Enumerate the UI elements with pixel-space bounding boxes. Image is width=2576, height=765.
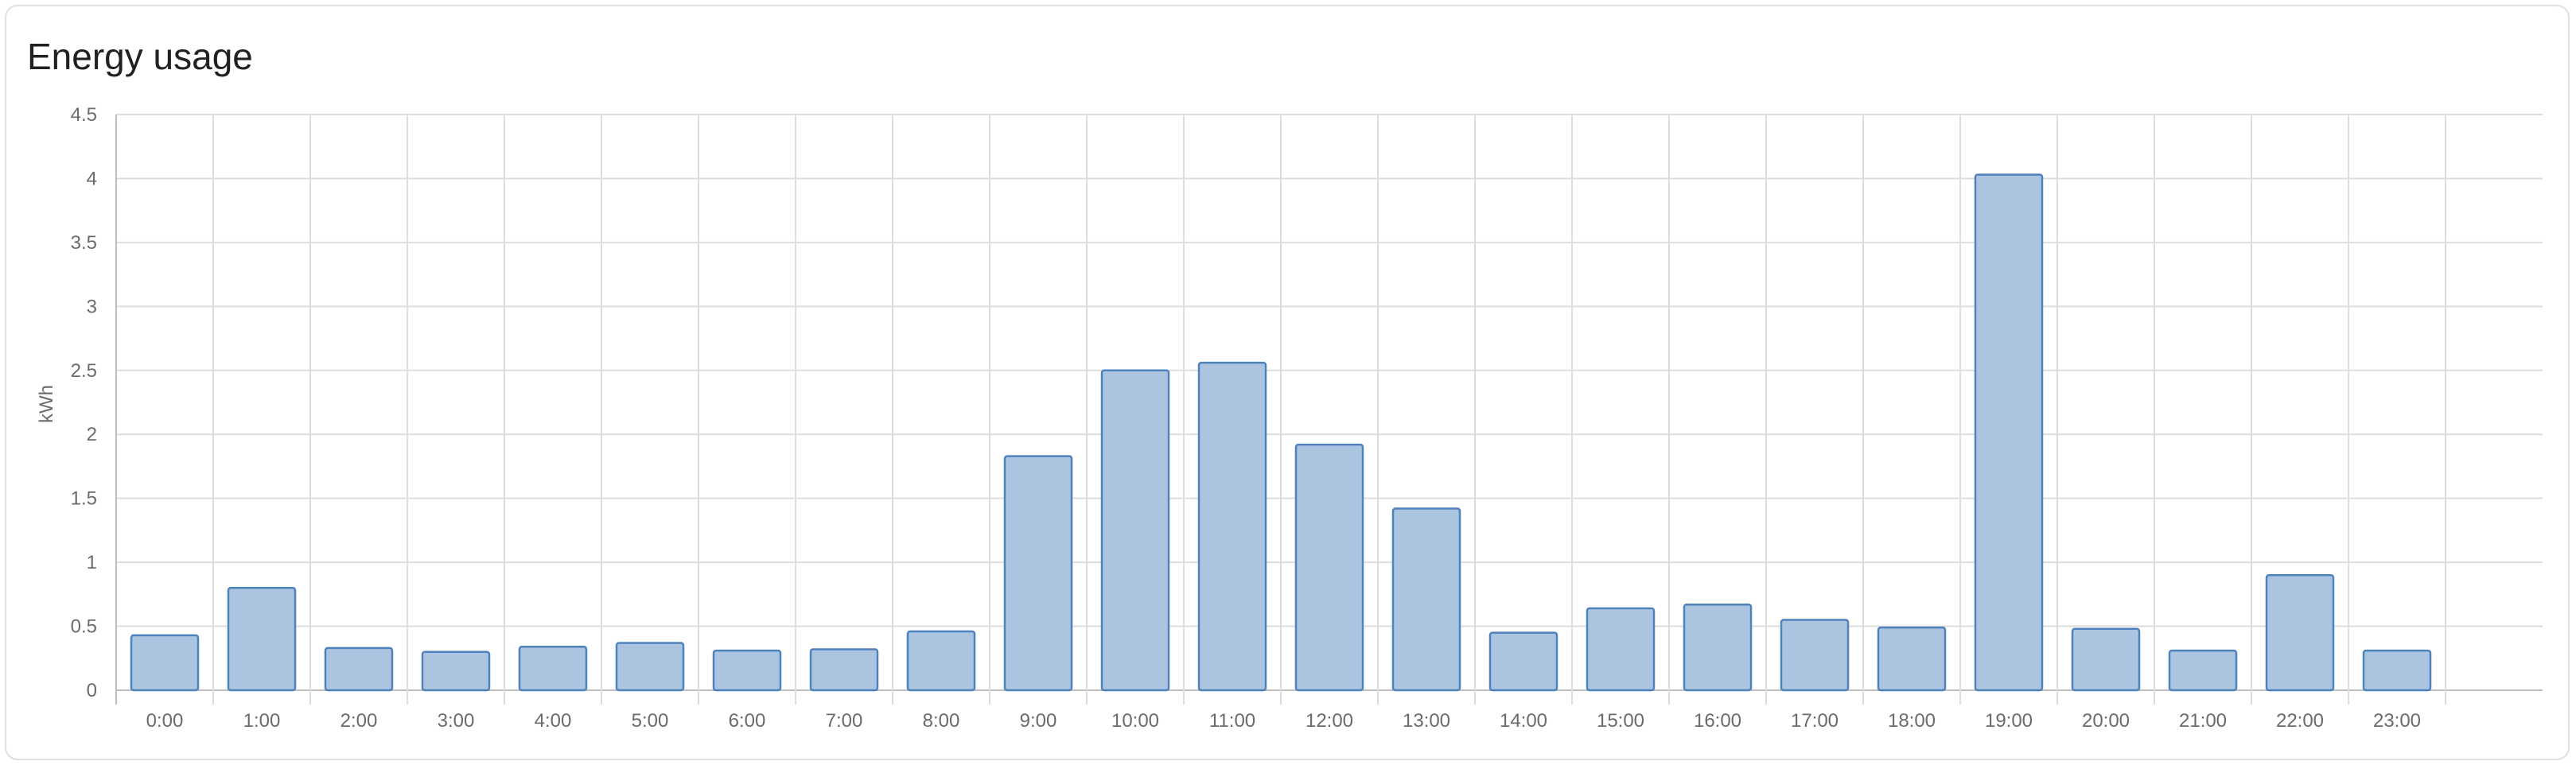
x-tick-label: 11:00 (1209, 710, 1255, 732)
x-tick-label: 17:00 (1791, 710, 1839, 732)
bar-19-00[interactable] (1974, 173, 2044, 692)
bar-2-00[interactable] (324, 647, 394, 692)
x-tick-label: 12:00 (1306, 710, 1353, 732)
bar-18-00[interactable] (1877, 626, 1947, 692)
bar-8-00[interactable] (906, 630, 976, 692)
y-tick-label: 4.5 (71, 104, 97, 126)
bar-21-00[interactable] (2168, 649, 2238, 692)
y-tick-label: 0 (87, 680, 97, 701)
x-tick-label: 14:00 (1500, 710, 1547, 732)
bar-13-00[interactable] (1391, 507, 1461, 692)
x-tick-label: 3:00 (438, 710, 475, 732)
y-tick-label: 2.5 (71, 360, 97, 382)
bar-7-00[interactable] (809, 648, 879, 692)
y-axis-label: kWh (36, 385, 57, 423)
x-tick-label: 7:00 (826, 710, 863, 732)
y-tick-label: 4 (87, 168, 97, 189)
chart-grid (115, 114, 2543, 705)
bar-20-00[interactable] (2071, 627, 2141, 692)
x-tick-label: 19:00 (1985, 710, 2033, 732)
bar-0-00[interactable] (130, 634, 200, 692)
y-tick-label: 1.5 (71, 488, 97, 510)
x-tick-label: 20:00 (2082, 710, 2130, 732)
y-tick-label: 0.5 (71, 616, 97, 638)
bar-10-00[interactable] (1100, 369, 1170, 692)
x-tick-label: 22:00 (2276, 710, 2324, 732)
bar-15-00[interactable] (1586, 607, 1656, 692)
x-tick-label: 9:00 (1020, 710, 1057, 732)
x-tick-label: 15:00 (1597, 710, 1644, 732)
bar-22-00[interactable] (2265, 573, 2335, 692)
bar-3-00[interactable] (421, 650, 491, 692)
bar-11-00[interactable] (1197, 361, 1267, 692)
x-tick-label: 6:00 (729, 710, 766, 732)
x-tick-label: 8:00 (923, 710, 960, 732)
bar-16-00[interactable] (1683, 603, 1753, 692)
bar-12-00[interactable] (1294, 443, 1364, 692)
x-tick-label: 23:00 (2373, 710, 2421, 732)
x-tick-label: 21:00 (2179, 710, 2227, 732)
bar-17-00[interactable] (1780, 619, 1850, 692)
x-tick-label: 0:00 (146, 710, 184, 732)
x-tick-label: 2:00 (340, 710, 378, 732)
y-tick-label: 3.5 (71, 232, 97, 254)
chart-bars (130, 173, 2432, 692)
bar-1-00[interactable] (227, 587, 297, 692)
x-tick-label: 4:00 (535, 710, 572, 732)
bar-9-00[interactable] (1003, 455, 1073, 692)
x-tick-label: 5:00 (632, 710, 669, 732)
x-tick-label: 18:00 (1888, 710, 1936, 732)
x-tick-label: 1:00 (243, 710, 281, 732)
y-tick-label: 2 (87, 424, 97, 445)
x-tick-label: 13:00 (1403, 710, 1450, 732)
bar-6-00[interactable] (712, 649, 782, 692)
x-tick-label: 16:00 (1694, 710, 1741, 732)
bar-5-00[interactable] (615, 642, 685, 692)
bar-14-00[interactable] (1488, 631, 1558, 692)
bar-23-00[interactable] (2362, 649, 2432, 692)
y-axis-ticks: 0 0.5 1 1.5 2 2.5 3 3.5 4 4.5 (71, 104, 97, 701)
x-axis-ticks: 0:00 1:00 2:00 3:00 4:00 5:00 6:00 7:00 8:00 9:00… (146, 710, 2421, 732)
y-tick-label: 1 (87, 552, 97, 573)
energy-usage-card (5, 5, 2570, 760)
bar-4-00[interactable] (518, 646, 588, 692)
card-title: Energy usage (27, 36, 253, 77)
x-tick-label: 10:00 (1111, 710, 1159, 732)
y-tick-label: 3 (87, 296, 97, 317)
